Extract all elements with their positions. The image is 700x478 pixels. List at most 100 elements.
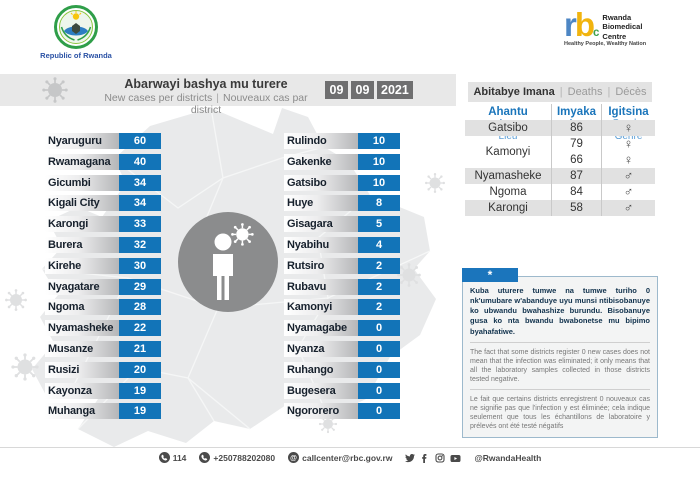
district-row: Nyaruguru 60 bbox=[45, 133, 161, 149]
page-title: Abarwayi bashya mu turere bbox=[124, 77, 288, 91]
death-area: Gatsibo bbox=[465, 120, 552, 136]
district-case-count: 28 bbox=[119, 299, 161, 316]
district-name: Gisagara bbox=[284, 216, 358, 233]
district-case-count: 4 bbox=[358, 236, 400, 253]
district-row: Nyabihu 4 bbox=[284, 236, 400, 253]
female-symbol: ♀ bbox=[602, 120, 655, 136]
district-name: Musanze bbox=[45, 340, 119, 357]
district-row: Ruhango 0 bbox=[284, 361, 400, 378]
twitter-icon bbox=[405, 453, 416, 462]
district-row: Gicumbi 34 bbox=[45, 174, 161, 191]
district-name: Nyamagabe bbox=[284, 320, 358, 337]
district-name: Burera bbox=[45, 236, 119, 253]
district-case-count: 33 bbox=[119, 216, 161, 233]
district-name: Nyaruguru bbox=[45, 133, 119, 149]
district-case-count: 21 bbox=[119, 340, 161, 357]
social-icons bbox=[405, 452, 461, 463]
district-row: Gisagara 5 bbox=[284, 216, 400, 233]
rbc-logo: rbc Rwanda Biomedical Centre Healthy Peo… bbox=[564, 8, 698, 47]
youtube-icon bbox=[450, 454, 461, 462]
district-row: Karongi 33 bbox=[45, 216, 161, 233]
page-subtitle: New cases per districts | Nouveaux cas par… bbox=[104, 92, 308, 116]
death-age: 87 bbox=[552, 168, 602, 184]
district-row: Muhanga 19 bbox=[45, 403, 161, 420]
instagram-icon bbox=[435, 452, 446, 463]
district-name: Kayonza bbox=[45, 382, 119, 399]
death-age: 79 bbox=[552, 136, 602, 152]
district-row: Gatsibo 10 bbox=[284, 174, 400, 191]
district-name: Rusizi bbox=[45, 361, 119, 378]
district-row: Huye 8 bbox=[284, 195, 400, 212]
district-name: Ngoma bbox=[45, 299, 119, 316]
district-case-count: 0 bbox=[358, 340, 400, 357]
district-name: Kirehe bbox=[45, 257, 119, 274]
district-name: Ngororero bbox=[284, 403, 358, 420]
divider bbox=[470, 341, 650, 343]
district-row: Kirehe 30 bbox=[45, 257, 161, 274]
district-case-count: 10 bbox=[358, 174, 400, 191]
district-case-count: 32 bbox=[119, 236, 161, 253]
district-row: Rwamagana 40 bbox=[45, 153, 161, 170]
district-row: Bugesera 0 bbox=[284, 382, 400, 399]
virus-icon bbox=[41, 76, 69, 104]
email-icon: @ bbox=[288, 452, 300, 463]
district-row: Burera 32 bbox=[45, 236, 161, 253]
deaths-title-en: Deaths bbox=[567, 86, 603, 98]
divider bbox=[470, 389, 650, 390]
district-case-count: 19 bbox=[119, 382, 161, 399]
death-area: Nyamasheke bbox=[465, 168, 552, 184]
district-row: Gakenke 10 bbox=[284, 153, 400, 170]
report-header: Abarwayi bashya mu turere New cases per … bbox=[0, 74, 456, 116]
date-month: 09 bbox=[351, 81, 374, 99]
district-name: Nyagatare bbox=[45, 278, 119, 295]
footer-contacts: 114 +250788202080 @ callcenter@rbc.gov.r… bbox=[0, 452, 700, 463]
district-name: Nyabihu bbox=[284, 236, 358, 253]
female-symbol: ♀ bbox=[623, 152, 634, 167]
date-year: 2021 bbox=[377, 81, 413, 99]
district-name: Gicumbi bbox=[45, 174, 119, 191]
note-english: The fact that some districts register 0 … bbox=[470, 348, 650, 383]
district-case-count: 60 bbox=[119, 133, 161, 149]
district-name: Kigali City bbox=[45, 195, 119, 212]
district-case-count: 0 bbox=[358, 361, 400, 378]
district-row: Rulindo 10 bbox=[284, 133, 400, 149]
district-case-count: 10 bbox=[358, 133, 400, 149]
footer-divider bbox=[0, 447, 700, 448]
district-case-count: 0 bbox=[358, 403, 400, 420]
moh-country-label: Republic of Rwanda bbox=[40, 51, 112, 60]
district-case-count: 2 bbox=[358, 257, 400, 274]
social-handle: @RwandaHealth bbox=[474, 452, 542, 463]
district-name: Ruhango bbox=[284, 361, 358, 378]
district-row: Musanze 21 bbox=[45, 340, 161, 357]
phone-icon bbox=[199, 452, 211, 463]
district-row: Ngororero 0 bbox=[284, 403, 400, 420]
district-name: Nyamasheke bbox=[45, 320, 119, 337]
district-name: Muhanga bbox=[45, 403, 119, 420]
district-row: Nyagatare 29 bbox=[45, 278, 161, 295]
rbc-name: Rwanda Biomedical Centre bbox=[602, 13, 643, 41]
district-name: Nyanza bbox=[284, 340, 358, 357]
death-area: Kamonyi bbox=[465, 136, 552, 168]
district-case-count: 34 bbox=[119, 195, 161, 212]
deaths-section-header: Abitabye Imana | Deaths | Décès bbox=[468, 82, 652, 102]
date-day: 09 bbox=[325, 81, 348, 99]
district-row: Nyanza 0 bbox=[284, 340, 400, 357]
facebook-icon bbox=[422, 453, 427, 463]
death-age: 58 bbox=[552, 200, 602, 216]
district-name: Rwamagana bbox=[45, 153, 119, 170]
svg-text:@: @ bbox=[290, 455, 297, 462]
district-row: Ngoma 28 bbox=[45, 299, 161, 316]
district-case-count: 2 bbox=[358, 278, 400, 295]
district-case-count: 10 bbox=[358, 153, 400, 170]
district-case-count: 30 bbox=[119, 257, 161, 274]
district-name: Kamonyi bbox=[284, 299, 358, 316]
district-row: Nyamasheke 22 bbox=[45, 320, 161, 337]
virus-decoration-icon bbox=[424, 172, 446, 194]
rwanda-coat-of-arms-icon bbox=[54, 5, 98, 49]
district-name: Gatsibo bbox=[284, 174, 358, 191]
male-symbol: ♂ bbox=[602, 168, 655, 184]
deaths-title-rw: Abitabye Imana bbox=[473, 86, 555, 98]
district-name: Rulindo bbox=[284, 133, 358, 149]
deaths-table: Ahantu Area Lieu Imyaka Age Igitsina Gen… bbox=[465, 104, 655, 216]
district-name: Gakenke bbox=[284, 153, 358, 170]
